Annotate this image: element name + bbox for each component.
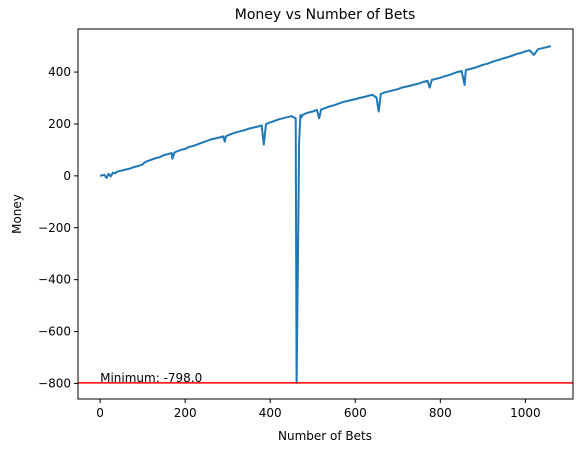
y-tick-label: 400 <box>48 65 71 79</box>
series-line <box>99 45 552 384</box>
y-axis-label: Money <box>10 194 24 234</box>
x-tick-label: 400 <box>259 406 282 420</box>
minimum-label: Minimum: -798.0 <box>100 371 202 385</box>
x-tick-label: 600 <box>344 406 367 420</box>
x-axis-label: Number of Bets <box>278 429 372 443</box>
y-ticks: −800 −600 −400 −200 0 200 400 <box>38 65 78 390</box>
x-tick-label: 800 <box>429 406 452 420</box>
x-ticks: 0 200 400 600 800 1000 <box>96 399 541 420</box>
y-tick-label: −600 <box>38 325 71 339</box>
y-tick-label: −200 <box>38 221 71 235</box>
x-tick-label: 200 <box>174 406 197 420</box>
y-tick-label: −400 <box>38 273 71 287</box>
axes-frame <box>77 28 574 400</box>
y-tick-label: 0 <box>63 169 71 183</box>
x-tick-label: 1000 <box>510 406 541 420</box>
chart-title: Money vs Number of Bets <box>235 7 416 23</box>
x-tick-label: 0 <box>96 406 104 420</box>
y-tick-label: −800 <box>38 376 71 390</box>
plot-area: Minimum: -798.0 <box>78 45 573 385</box>
y-tick-label: 200 <box>48 117 71 131</box>
